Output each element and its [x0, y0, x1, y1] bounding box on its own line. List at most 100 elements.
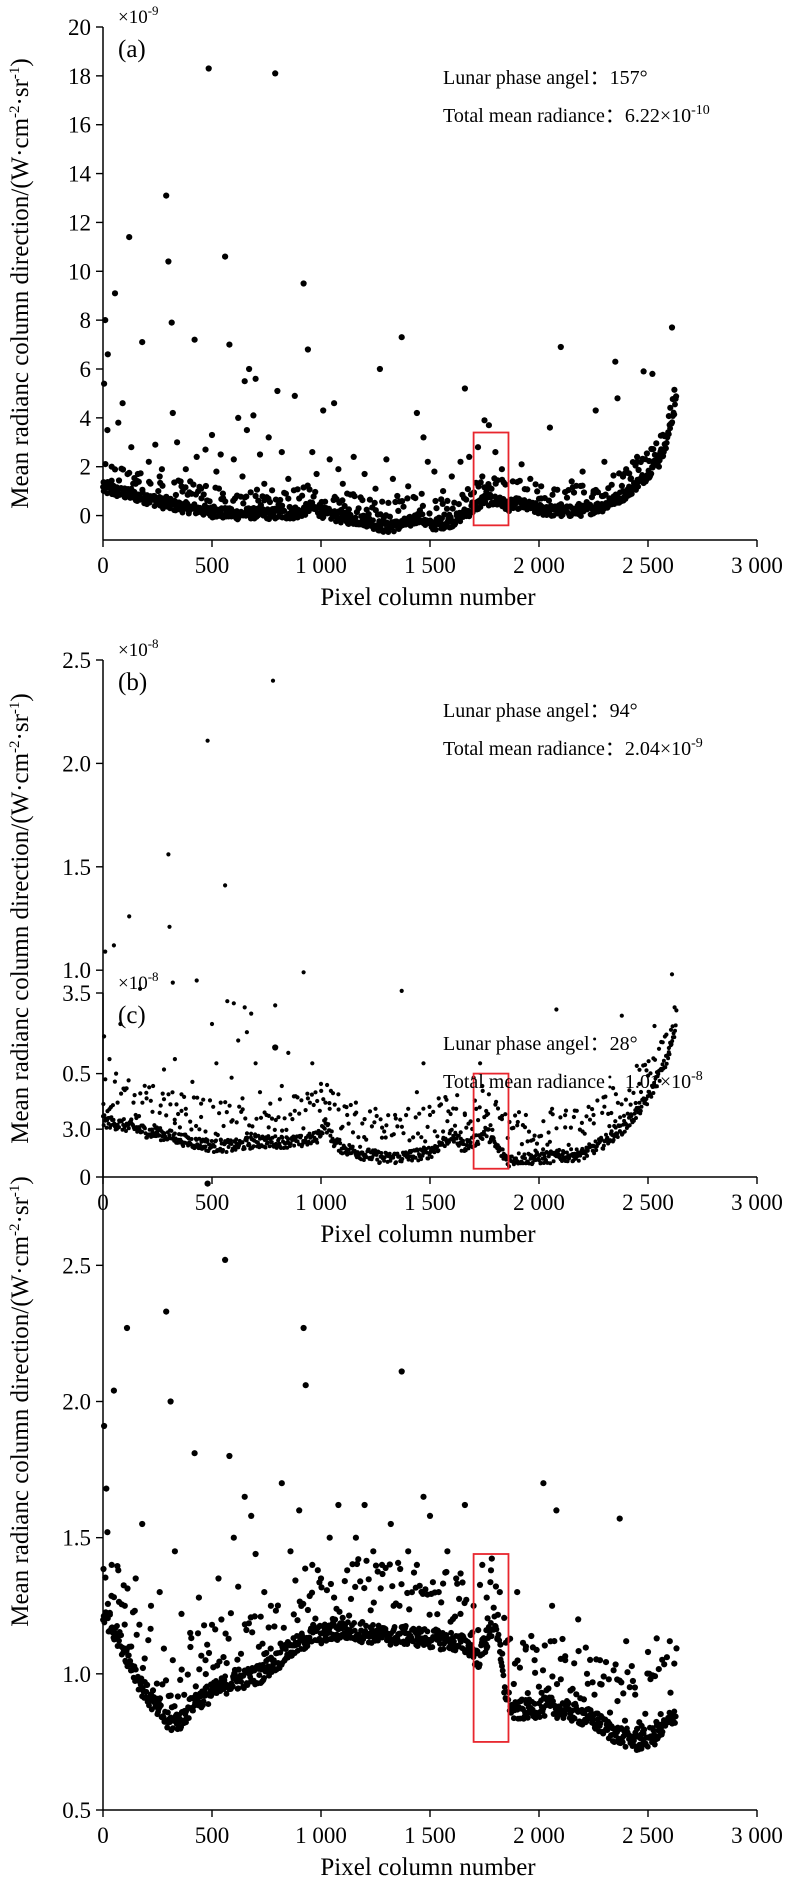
scatter-point [191, 1694, 198, 1701]
scatter-point [628, 1663, 635, 1670]
scatter-point [668, 1027, 674, 1032]
scatter-point [653, 1718, 660, 1726]
scatter-point [429, 1147, 434, 1152]
baseline-point [424, 1628, 431, 1635]
baseline-point [390, 528, 397, 535]
scatter-point [148, 1098, 153, 1103]
scatter-point [557, 1147, 562, 1153]
outlier-point [174, 439, 181, 446]
scatter-point [644, 1068, 649, 1073]
scatter-point [488, 1555, 495, 1562]
scatter-point [673, 393, 680, 400]
scatter-point [643, 450, 651, 457]
outlier-point [287, 1548, 294, 1555]
outlier-point [453, 1575, 460, 1582]
outlier-point [540, 1480, 547, 1487]
scatter-point [454, 1580, 461, 1587]
scatter-point [568, 1125, 574, 1130]
scatter-point [366, 496, 373, 503]
exponent-label: ×10-8 [118, 636, 159, 661]
outlier-point [191, 336, 198, 343]
scatter-point [626, 1684, 633, 1691]
outlier-point [229, 1075, 234, 1080]
annotation-2: Total mean radiance：1.01×10-8 [443, 1069, 703, 1093]
scatter-point [233, 1139, 238, 1144]
baseline-point [627, 1123, 632, 1128]
baseline-point [117, 1125, 121, 1130]
scatter-point [319, 1088, 324, 1093]
scatter-point [218, 1137, 223, 1142]
baseline-point [240, 1140, 245, 1145]
y-tick-label: 12 [68, 210, 91, 235]
scatter-point [322, 498, 329, 505]
outlier-point [623, 1638, 630, 1645]
outlier-point [187, 478, 194, 485]
outlier-point [344, 1567, 351, 1574]
outlier-point [208, 431, 216, 439]
scatter-point [260, 1134, 265, 1139]
outlier-point [242, 1005, 247, 1010]
scatter-point [182, 1708, 189, 1715]
scatter-point [173, 1711, 180, 1718]
outlier-point [144, 1096, 149, 1101]
scatter-point [378, 1117, 383, 1122]
scatter-point [345, 506, 352, 513]
scatter-point [503, 1112, 508, 1117]
scatter-point [549, 1673, 556, 1680]
scatter-point [187, 1643, 194, 1651]
scatter-point [181, 1691, 188, 1698]
baseline-point [657, 1078, 662, 1083]
scatter-point [422, 1586, 429, 1593]
baseline-point [522, 1152, 527, 1157]
outlier-point [485, 422, 492, 429]
scatter-point [487, 1579, 494, 1586]
scatter-point [182, 1094, 187, 1099]
outlier-point [420, 1493, 427, 1500]
baseline-point [524, 1714, 531, 1721]
outlier-point [405, 1548, 412, 1555]
scatter-point [139, 486, 146, 493]
outlier-point [203, 1129, 208, 1134]
outlier-point [226, 1452, 233, 1460]
scatter-point [578, 1706, 586, 1714]
scatter-point [606, 1709, 614, 1716]
scatter-point [121, 1621, 128, 1628]
baseline-point [164, 1724, 171, 1731]
outlier-point [208, 1621, 216, 1628]
scatter-point [416, 507, 423, 514]
scatter-point [371, 499, 378, 506]
annotation-1: Lunar phase angel：157° [443, 67, 648, 89]
baseline-point [500, 1672, 507, 1679]
outlier-point [249, 1011, 254, 1016]
baseline-point [447, 1140, 451, 1144]
scatter-point [569, 1685, 576, 1692]
scatter-point [579, 482, 586, 489]
baseline-point [530, 1160, 535, 1165]
baseline-point [528, 1156, 533, 1161]
x-tick-label: 1 500 [404, 1190, 456, 1215]
scatter-point [619, 1102, 624, 1107]
scatter-point [272, 1127, 277, 1132]
scatter-point [598, 1137, 603, 1142]
baseline-point [111, 1117, 116, 1122]
scatter-point [510, 1680, 517, 1688]
scatter-point [284, 1127, 289, 1132]
baseline-point [281, 508, 288, 514]
y-tick-label: 10 [68, 259, 91, 284]
scatter-point [195, 1095, 200, 1100]
outlier-point [474, 444, 482, 451]
baseline-point [659, 1728, 666, 1735]
scatter-point [292, 1577, 299, 1584]
scatter-point [640, 1736, 647, 1743]
scatter-point [168, 1102, 173, 1107]
baseline-point [669, 419, 676, 426]
baseline-point [523, 1156, 527, 1161]
scatter-point [432, 1129, 437, 1134]
outlier-point [571, 1114, 577, 1120]
scatter-point [383, 1135, 388, 1140]
baseline-point [550, 1698, 556, 1705]
scatter-point [235, 1666, 242, 1673]
outlier-point [461, 385, 468, 392]
scatter-point [444, 1097, 449, 1102]
y-tick-label: 1.5 [62, 855, 91, 880]
